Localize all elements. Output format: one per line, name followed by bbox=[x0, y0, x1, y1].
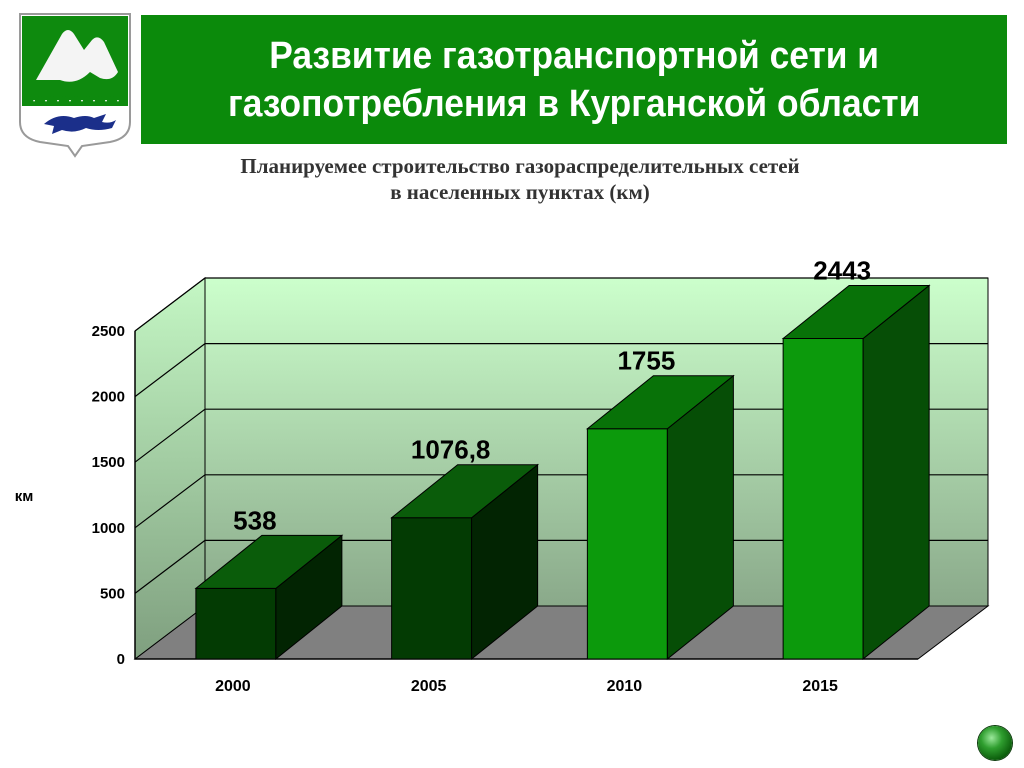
chart-side-wall bbox=[134, 276, 206, 661]
chart-subtitle: Планируемее строительство газораспредели… bbox=[240, 154, 800, 204]
title-banner: Развитие газотранспортной сети и газопот… bbox=[141, 15, 1007, 144]
y-tick-label: 1000 bbox=[92, 520, 125, 537]
data-label: 538 bbox=[233, 505, 276, 535]
y-tick-label: 2000 bbox=[92, 389, 125, 406]
bar-side bbox=[862, 284, 930, 661]
x-axis-tick-labels: 2000 2005 2010 2015 bbox=[215, 678, 838, 695]
y-tick-label: 0 bbox=[117, 651, 125, 668]
data-label: 2443 bbox=[813, 255, 871, 285]
data-labels: 538 1076,8 1755 2443 bbox=[233, 255, 871, 535]
bar-2005 bbox=[390, 463, 540, 661]
data-label: 1755 bbox=[617, 346, 675, 376]
bar-top bbox=[781, 284, 931, 339]
gridline bbox=[134, 277, 988, 332]
bar-front bbox=[782, 337, 864, 660]
y-axis-tick-labels: 0 500 1000 1500 2000 2500 bbox=[92, 323, 125, 668]
x-tick-label: 2005 bbox=[411, 678, 447, 695]
y-tick-label: 1500 bbox=[92, 454, 125, 471]
bar-2010 bbox=[585, 374, 735, 661]
bar-top bbox=[390, 464, 540, 519]
bar-front bbox=[586, 428, 668, 660]
bar-2000 bbox=[194, 534, 344, 661]
bar-2015 bbox=[781, 284, 931, 661]
gridline bbox=[134, 343, 988, 398]
bar-top bbox=[585, 375, 735, 430]
bar-top bbox=[194, 534, 344, 589]
y-tick-label: 500 bbox=[100, 585, 125, 602]
y-axis-label: км bbox=[15, 488, 34, 505]
page-title: Развитие газотранспортной сети и газопот… bbox=[227, 34, 921, 125]
chart-bars bbox=[194, 284, 931, 661]
coat-of-arms-icon bbox=[19, 13, 131, 158]
bar-front bbox=[391, 517, 473, 660]
y-tick-label: 2500 bbox=[92, 323, 125, 340]
next-slide-button[interactable] bbox=[978, 726, 1012, 760]
data-label: 1076,8 bbox=[411, 435, 491, 465]
x-tick-label: 2010 bbox=[607, 678, 643, 695]
x-tick-label: 2015 bbox=[802, 678, 838, 695]
x-tick-label: 2000 bbox=[215, 678, 251, 695]
bar-front bbox=[195, 587, 277, 660]
